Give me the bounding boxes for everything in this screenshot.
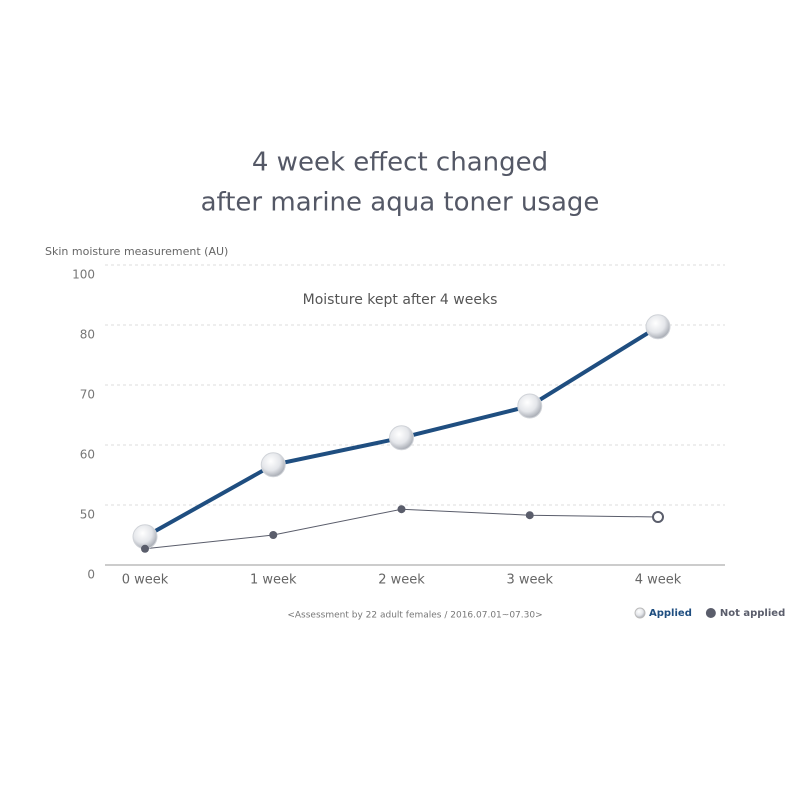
point <box>141 544 149 553</box>
point <box>260 452 286 478</box>
point <box>645 314 671 340</box>
x-tick-label: 0 week <box>122 573 169 588</box>
point <box>397 505 406 514</box>
legend-marker <box>705 608 716 618</box>
chart-title: after marine aqua toner usage <box>201 188 600 218</box>
y-tick-label: 0 <box>87 568 95 582</box>
y-tick-label: 60 <box>80 448 95 462</box>
x-tick-label: 1 week <box>250 573 297 588</box>
x-tick-label: 2 week <box>378 573 425 588</box>
x-tick-label: 4 week <box>635 573 682 588</box>
y-tick-label: 50 <box>80 508 95 522</box>
legend-marker <box>634 607 646 619</box>
footnote: <Assessment by 22 adult females / 2016.0… <box>287 611 542 621</box>
point <box>652 511 664 523</box>
point <box>269 531 278 539</box>
point <box>389 425 414 451</box>
legend-label: Not applied <box>720 608 785 619</box>
y-tick-label: 80 <box>80 328 95 342</box>
chart-title: 4 week effect changed <box>252 148 548 178</box>
point <box>517 393 543 419</box>
y-tick-label: 70 <box>80 388 95 402</box>
legend-label: Applied <box>649 608 692 619</box>
x-tick-label: 3 week <box>506 573 553 588</box>
subtitle: Moisture kept after 4 weeks <box>303 292 498 308</box>
series-line <box>144 508 659 550</box>
point <box>525 511 534 520</box>
y-axis-label: Skin moisture measurement (AU) <box>45 245 228 258</box>
y-tick-label: 100 <box>72 268 95 282</box>
